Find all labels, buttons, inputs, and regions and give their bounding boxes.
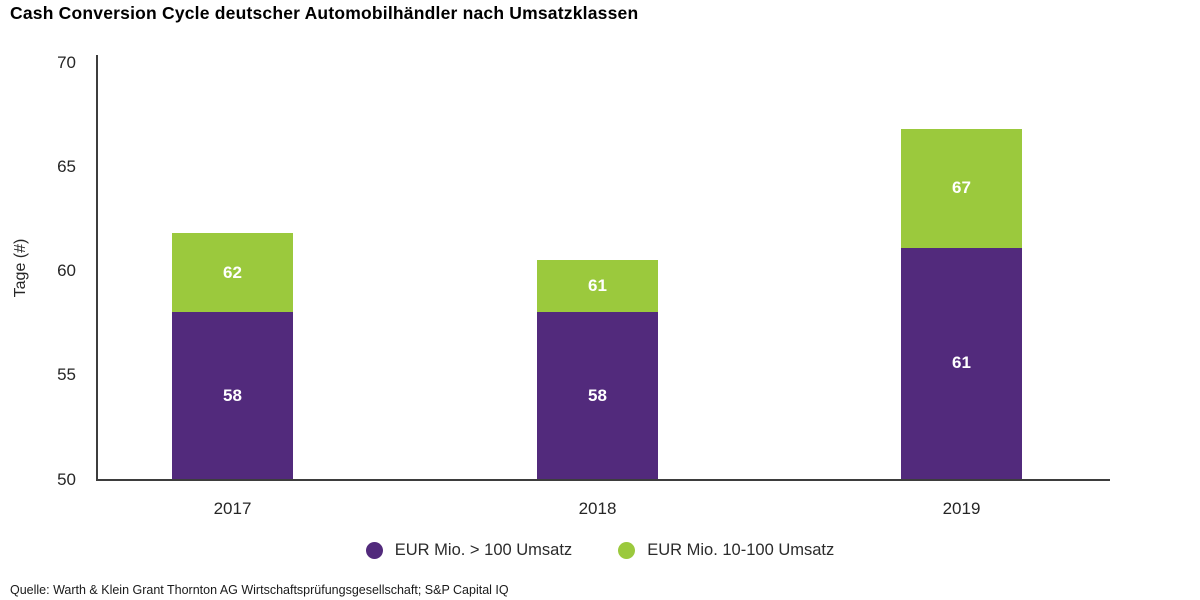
bar-segment-lower — [901, 247, 1022, 479]
legend-label: EUR Mio. > 100 Umsatz — [394, 541, 573, 559]
x-category-label: 2017 — [213, 499, 252, 518]
y-tick-label: 65 — [57, 156, 76, 176]
y-axis-line — [96, 55, 98, 480]
y-tick-label: 60 — [57, 261, 76, 280]
legend-item: EUR Mio. 10-100 Umsatz — [618, 541, 834, 560]
y-tick-label: 70 — [57, 52, 76, 72]
bar-value-label-upper: 61 — [588, 276, 607, 296]
bar-value-label-lower: 61 — [952, 353, 971, 373]
bar-value-label-lower: 58 — [588, 385, 607, 405]
source-note: Quelle: Warth & Klein Grant Thornton AG … — [10, 583, 509, 597]
legend: EUR Mio. > 100 Umsatz EUR Mio. 10-100 Ums… — [0, 541, 1200, 560]
x-category-label: 2018 — [578, 499, 617, 518]
bar-value-label-lower: 58 — [223, 385, 242, 405]
legend-label: EUR Mio. 10-100 Umsatz — [647, 541, 835, 559]
x-category-label: 2019 — [942, 499, 981, 518]
bar-segment-lower — [537, 312, 658, 479]
bar-segment-upper — [901, 128, 1022, 248]
y-tick-label: 55 — [57, 365, 76, 385]
x-axis-line — [96, 479, 1110, 481]
y-tick-label: 50 — [57, 469, 76, 489]
bar-value-label-upper: 67 — [952, 178, 971, 198]
y-axis-label: Tage (#) — [12, 238, 29, 298]
bar-value-label-upper: 62 — [223, 262, 242, 282]
bar-segment-lower — [172, 312, 293, 479]
legend-item: EUR Mio. > 100 Umsatz — [365, 541, 573, 560]
chart-title: Cash Conversion Cycle deutscher Automobi… — [10, 3, 639, 23]
bar-segment-upper — [537, 260, 658, 313]
legend-dot-icon — [618, 542, 636, 559]
legend-dot-icon — [365, 542, 383, 559]
bar-segment-upper — [172, 232, 293, 313]
